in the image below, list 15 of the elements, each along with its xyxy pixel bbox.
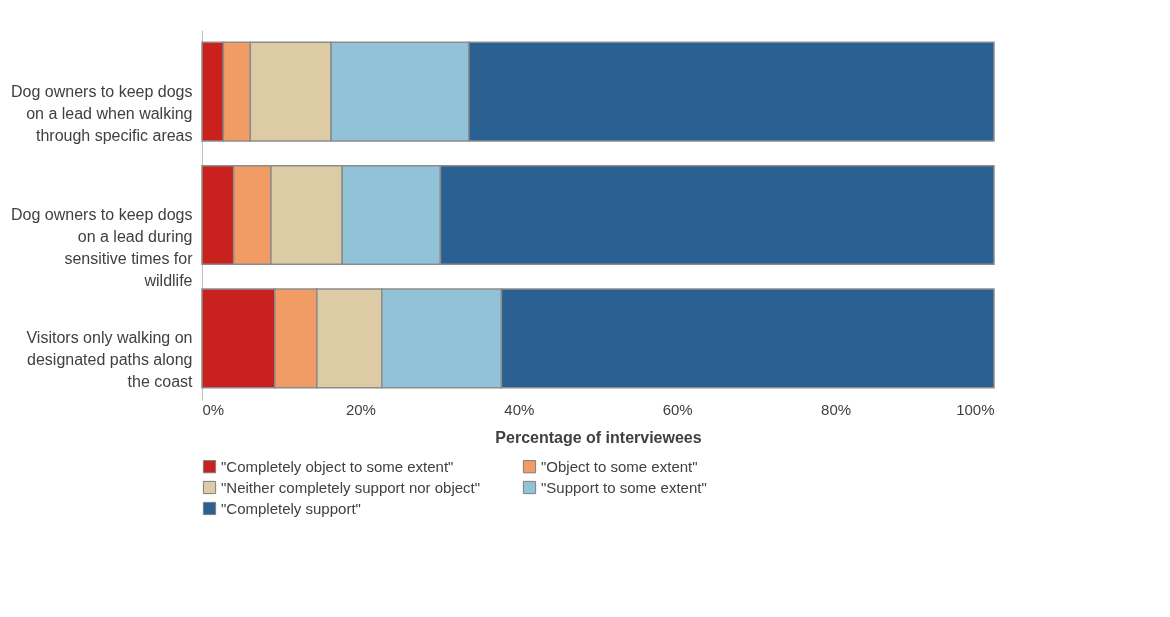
- x-tick-label: 60%: [662, 400, 693, 418]
- legend-label: "Completely object to some extent": [221, 457, 454, 475]
- x-tick-label: 100%: [956, 400, 995, 418]
- x-tick-label: 40%: [504, 400, 535, 418]
- x-tick-label: 80%: [821, 400, 852, 418]
- legend-label: "Completely support": [221, 499, 361, 517]
- x-axis-title: Percentage of interviewees: [495, 428, 702, 446]
- y-tick-label: Dog owners to keep dogs on a lead when walking through specific areas: [11, 82, 193, 144]
- legend-label: "Support to some extent": [541, 478, 707, 496]
- y-tick-label: Visitors only walking on designated paths along the coast: [26, 329, 194, 391]
- x-tick-label: 0%: [202, 400, 225, 418]
- legend-label: "Object to some extent": [541, 457, 698, 475]
- legend-label: "Neither completely support nor object": [221, 478, 481, 496]
- x-tick-label: 20%: [345, 400, 376, 418]
- y-tick-label: Dog owners to keep dogs on a lead during sensitive times for wildlife: [11, 206, 194, 289]
